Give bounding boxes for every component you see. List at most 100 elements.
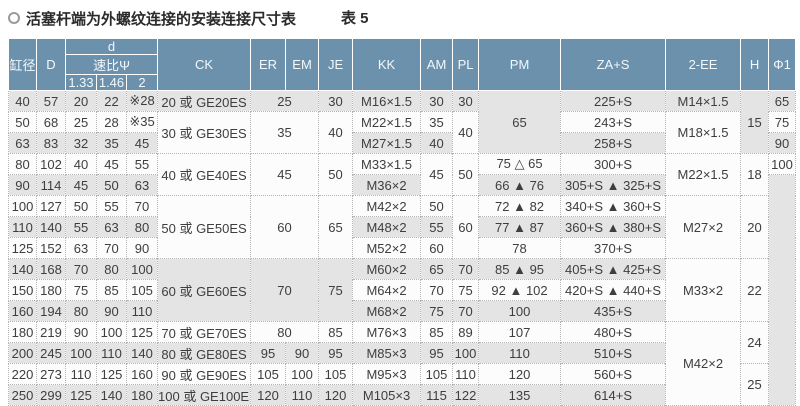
column-header-cell: PL (452, 38, 480, 91)
table-cell: M64×2 (352, 279, 422, 301)
table-cell: 24 (740, 321, 770, 364)
table-cell: 30 或 GE30ES (157, 111, 252, 154)
table-cell: 80 (125, 216, 159, 238)
table-cell: 25 (65, 111, 97, 133)
table-cell: 22 (96, 90, 127, 112)
table-cell: 70 (65, 258, 97, 280)
table-cell: 420+S ▲ 440+S (560, 279, 667, 301)
table-cell: 83 (36, 132, 66, 154)
table-row: 100 127 50 55 70 50 或 GE50ES 60 65 M42×2 50 60 72 ▲… (8, 195, 796, 259)
table-cell: 100 (96, 321, 127, 343)
table-cell: 60 (250, 195, 320, 259)
table-cell: ※35 (125, 111, 159, 133)
table-cell: 90 (65, 321, 97, 343)
table-cell: M95×3 (352, 363, 422, 385)
table-cell: 35 (420, 111, 454, 133)
table-number-label: 表 5 (341, 10, 369, 27)
table-cell: 435+S (560, 300, 667, 322)
table-cell: M48×2 (352, 216, 422, 238)
table-row: 90 114 45 50 63 M36×2 66 ▲ 76 305+S ▲ 325+S (8, 174, 797, 406)
table-cell: 45 (125, 132, 159, 154)
table-cell: 100 (768, 153, 797, 175)
table-cell: 50 或 GE50ES (157, 195, 252, 259)
table-cell: 85 ▲ 95 (478, 258, 562, 280)
table-cell: 160 (125, 363, 159, 385)
table-cell: 45 (420, 153, 454, 196)
circle-bullet-icon (8, 12, 20, 24)
table-row: 125 152 63 70 90 M52×2 60 78 370+S (8, 237, 796, 259)
table-cell: 110 (478, 342, 562, 364)
table-cell: 15 (740, 90, 770, 154)
table-row: 110 140 55 63 80 M48×2 55 77 ▲ 87 360+S ▲ 380+S (8, 216, 796, 238)
table-row: 40 57 20 22 ※28 20 或 GE20ES 25 30 M16×1.5 30 30 65 2… (8, 90, 797, 154)
table-cell: M85×3 (352, 342, 422, 364)
table-cell: 360+S ▲ 380+S (560, 216, 667, 238)
table-cell: 273 (36, 363, 66, 385)
table-cell: 65 (768, 90, 797, 112)
table-cell: 70 (96, 237, 127, 259)
table-cell: 65 (420, 258, 454, 280)
table-cell: 305+S ▲ 325+S (560, 174, 667, 196)
table-cell: 180 (125, 384, 159, 406)
table-cell: 120 (478, 363, 562, 385)
table-cell: 70 (125, 195, 159, 217)
table-cell: 63 (125, 174, 159, 196)
table-cell: 194 (36, 300, 66, 322)
page-title-bar: 活塞杆端为外螺纹连接的安装连接尺寸表 表 5 (6, 7, 794, 29)
table-cell: 150 (8, 279, 37, 301)
table-cell: 80 或 GE80ES (157, 342, 252, 364)
table-cell: 25 (250, 90, 320, 112)
table-cell: 120 (250, 384, 287, 406)
table-cell: M22×1.5 (665, 153, 742, 196)
table-cell: 102 (36, 153, 66, 175)
table-cell: 100 (478, 300, 562, 322)
table-cell: M36×2 (352, 174, 422, 196)
table-cell: 55 (420, 216, 454, 238)
table-cell: 90 或 GE90ES (157, 363, 252, 385)
table-cell: 250 (8, 384, 37, 406)
table-cell: 60 (420, 237, 454, 259)
column-header-cell: 2 (125, 74, 159, 91)
column-header-cell: PM (478, 38, 562, 91)
table-cell: 89 (452, 321, 480, 343)
column-header-cell: EM (285, 38, 320, 91)
table-cell: M22×1.5 (352, 111, 422, 133)
table-cell: 78 (478, 237, 562, 259)
table-cell: 60 (452, 195, 480, 259)
table-cell: 110 (452, 363, 480, 385)
table-cell: 50 (420, 195, 454, 217)
table-cell: 40 (420, 132, 454, 154)
table-cell: M76×3 (352, 321, 422, 343)
table-cell: M18×1.5 (665, 111, 742, 154)
table-cell: 57 (36, 90, 66, 112)
table-cell: 70 (420, 279, 454, 301)
page-title: 活塞杆端为外螺纹连接的安装连接尺寸表 (26, 10, 297, 28)
table-cell: 90 (125, 237, 159, 259)
table-cell: 85 (420, 321, 454, 343)
table-cell: 45 (65, 174, 97, 196)
table-cell: 63 (8, 132, 37, 154)
table-cell: 140 (125, 342, 159, 364)
table-cell: 35 (250, 111, 320, 154)
table-cell: 140 (8, 258, 37, 280)
table-cell: 18 (740, 153, 770, 196)
table-cell: 45 (96, 153, 127, 175)
table-cell: 125 (96, 363, 127, 385)
table-cell: M27×2 (665, 195, 742, 259)
table-cell: 125 (8, 237, 37, 259)
table-cell: 510+S (560, 342, 667, 364)
table-cell: 95 (318, 342, 354, 364)
table-cell: 220 (8, 363, 37, 385)
table-cell: 370+S (560, 237, 667, 259)
table-cell: 219 (36, 321, 66, 343)
table-cell: 110 (96, 342, 127, 364)
table-cell: 45 (250, 153, 320, 196)
column-header-cell: AM (420, 38, 454, 91)
table-cell: 152 (36, 237, 66, 259)
table-cell: 110 (65, 363, 97, 385)
table-cell: 560+S (560, 363, 667, 385)
table-cell: 75 (65, 279, 97, 301)
table-cell: M16×1.5 (352, 90, 422, 112)
table-cell: 55 (65, 216, 97, 238)
table-cell (768, 174, 797, 406)
